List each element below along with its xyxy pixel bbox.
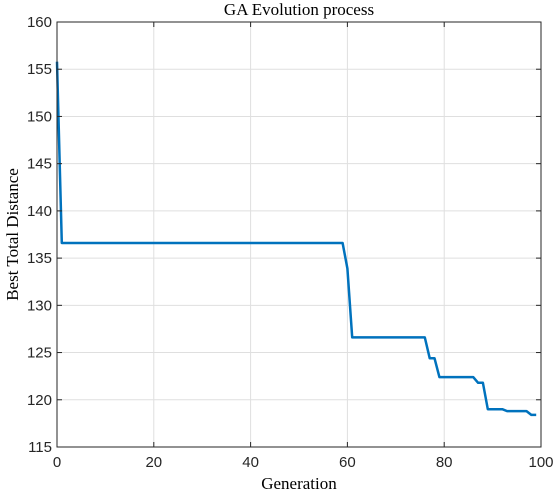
y-tick-label: 140 [27, 203, 52, 220]
x-axis-title: Generation [261, 474, 337, 492]
tick-layer: 0 20 40 60 80 100 115 120 125 130 135 140 145 150 155 1… [27, 14, 554, 471]
y-tick-label: 155 [27, 61, 52, 78]
y-tick-label: 145 [27, 156, 52, 173]
y-tick-label: 115 [28, 439, 52, 456]
y-tick-label: 135 [27, 250, 52, 267]
x-tick-label: 60 [339, 454, 356, 471]
axes-frame [56, 21, 542, 448]
series-layer [55, 61, 537, 417]
x-tick-label: 0 [53, 454, 61, 471]
chart-title: GA Evolution process [224, 0, 374, 19]
y-tick-label: 130 [27, 297, 52, 314]
x-tick-label: 100 [528, 454, 553, 471]
x-tick-label: 20 [145, 454, 162, 471]
y-tick-label: 120 [27, 392, 52, 409]
y-tick-label: 125 [27, 345, 52, 362]
grid-layer [56, 21, 542, 448]
y-tick-label: 160 [27, 14, 52, 31]
y-tick-label: 150 [27, 108, 52, 125]
x-tick-label: 80 [436, 454, 453, 471]
y-axis-title: Best Total Distance [3, 168, 22, 301]
x-tick-label: 40 [242, 454, 259, 471]
series-line [55, 61, 537, 417]
